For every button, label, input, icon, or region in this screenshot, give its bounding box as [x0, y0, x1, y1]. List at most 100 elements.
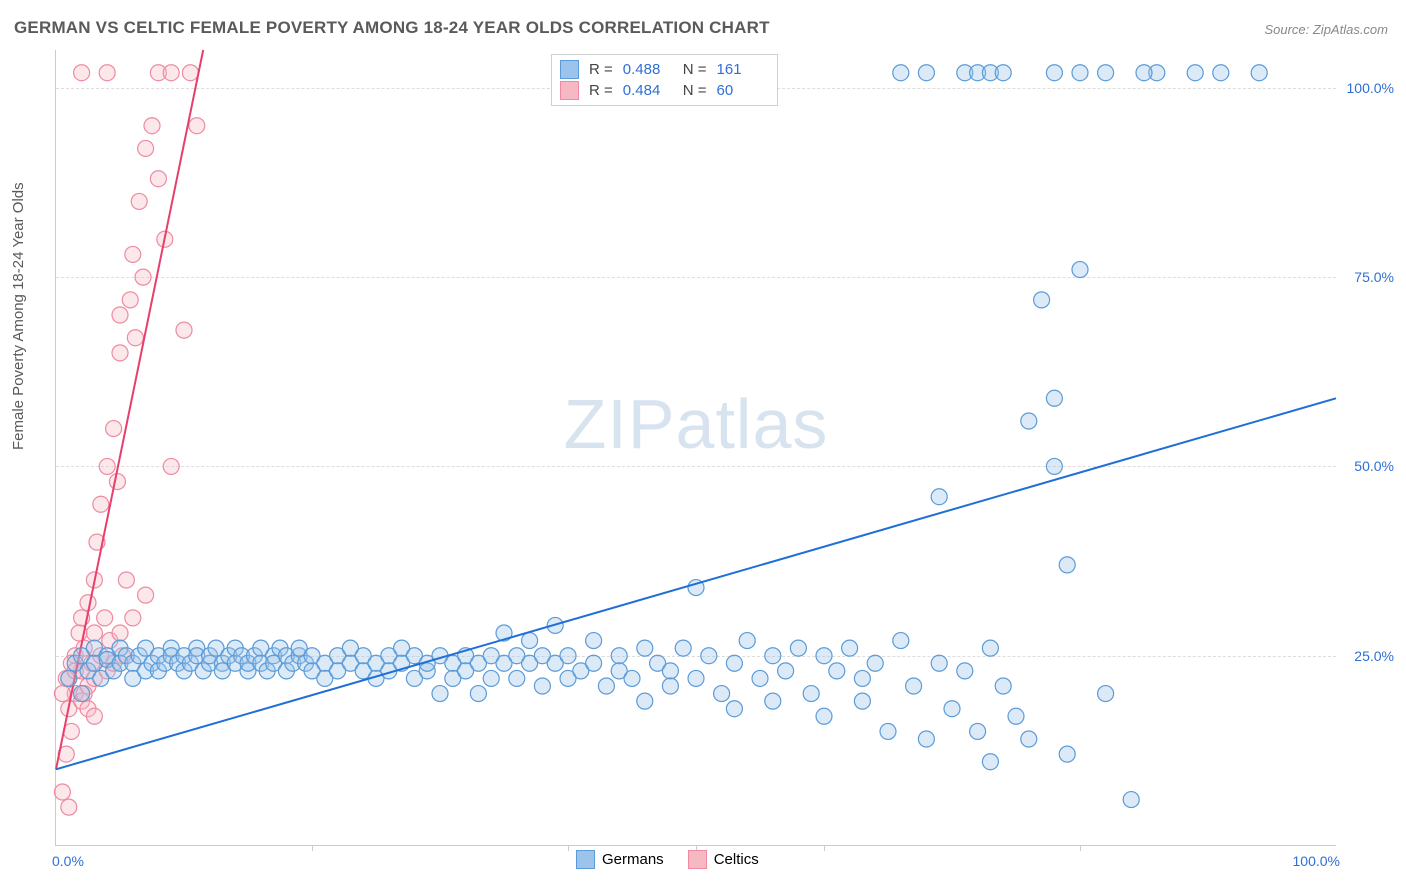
data-point [637, 640, 653, 656]
data-point [918, 65, 934, 81]
data-point [1046, 390, 1062, 406]
data-point [893, 65, 909, 81]
data-point [611, 648, 627, 664]
data-point [138, 140, 154, 156]
data-point [586, 655, 602, 671]
data-point [842, 640, 858, 656]
data-point [509, 670, 525, 686]
data-point [931, 655, 947, 671]
data-point [867, 655, 883, 671]
swatch-celtics-b [688, 850, 707, 869]
data-point [138, 587, 154, 603]
data-point [61, 799, 77, 815]
y-axis-label: Female Poverty Among 18-24 Year Olds [10, 182, 27, 450]
data-point [586, 633, 602, 649]
source-attribution: Source: ZipAtlas.com [1264, 22, 1388, 37]
data-point [931, 489, 947, 505]
data-point [982, 640, 998, 656]
x-tick-max: 100.0% [1293, 853, 1340, 869]
data-point [61, 670, 77, 686]
data-point [1213, 65, 1229, 81]
data-point [765, 693, 781, 709]
data-point [816, 648, 832, 664]
plot-area: ZIPatlas 25.0%50.0%75.0%100.0% R = 0.488… [55, 50, 1336, 846]
data-point [906, 678, 922, 694]
legend-stats-row-celtics: R = 0.484 N = 60 [560, 80, 767, 101]
swatch-germans [560, 60, 579, 79]
data-point [816, 708, 832, 724]
data-point [163, 65, 179, 81]
data-point [1021, 413, 1037, 429]
legend-item-celtics: Celtics [688, 850, 759, 869]
data-point [1187, 65, 1203, 81]
data-point [790, 640, 806, 656]
y-tick-label: 75.0% [1354, 269, 1394, 285]
n-label-2: N = [683, 82, 707, 99]
data-point [944, 701, 960, 717]
data-point [1008, 708, 1024, 724]
data-point [982, 754, 998, 770]
data-point [1059, 746, 1075, 762]
x-tick-mark [1080, 845, 1081, 851]
data-point [1136, 65, 1152, 81]
data-point [739, 633, 755, 649]
data-point [1021, 731, 1037, 747]
data-point [854, 670, 870, 686]
data-point [86, 625, 102, 641]
r-value-celtics: 0.484 [623, 82, 673, 99]
data-point [176, 322, 192, 338]
r-label-2: R = [589, 82, 613, 99]
data-point [1072, 262, 1088, 278]
legend-item-germans: Germans [576, 850, 664, 869]
data-point [675, 640, 691, 656]
data-point [112, 307, 128, 323]
data-point [970, 723, 986, 739]
r-value-germans: 0.488 [623, 61, 673, 78]
swatch-germans-b [576, 850, 595, 869]
data-point [778, 663, 794, 679]
data-point [534, 678, 550, 694]
data-point [470, 686, 486, 702]
data-point [131, 193, 147, 209]
data-point [714, 686, 730, 702]
data-point [688, 670, 704, 686]
data-point [1072, 65, 1088, 81]
data-point [97, 610, 113, 626]
x-tick-min: 0.0% [52, 853, 84, 869]
data-point [1123, 792, 1139, 808]
data-point [54, 686, 70, 702]
data-point [893, 633, 909, 649]
data-point [995, 678, 1011, 694]
data-point [125, 610, 141, 626]
data-point [918, 731, 934, 747]
data-point [74, 686, 90, 702]
n-value-celtics: 60 [717, 82, 767, 99]
data-point [112, 625, 128, 641]
data-point [86, 708, 102, 724]
legend-stats: R = 0.488 N = 161 R = 0.484 N = 60 [551, 54, 778, 106]
data-point [122, 292, 138, 308]
data-point [1059, 557, 1075, 573]
x-tick-mark [312, 845, 313, 851]
data-point [995, 65, 1011, 81]
data-point [957, 663, 973, 679]
data-point [1098, 65, 1114, 81]
data-point [1251, 65, 1267, 81]
data-point [752, 670, 768, 686]
data-point [99, 458, 115, 474]
data-point [560, 648, 576, 664]
data-point [598, 678, 614, 694]
data-point [109, 474, 125, 490]
data-point [125, 246, 141, 262]
data-point [150, 171, 166, 187]
data-point [118, 572, 134, 588]
data-point [829, 663, 845, 679]
r-label: R = [589, 61, 613, 78]
legend-label-celtics: Celtics [714, 851, 759, 868]
data-point [701, 648, 717, 664]
data-point [726, 701, 742, 717]
data-point [432, 686, 448, 702]
legend-series: Germans Celtics [576, 850, 759, 869]
data-point [106, 421, 122, 437]
data-point [163, 458, 179, 474]
